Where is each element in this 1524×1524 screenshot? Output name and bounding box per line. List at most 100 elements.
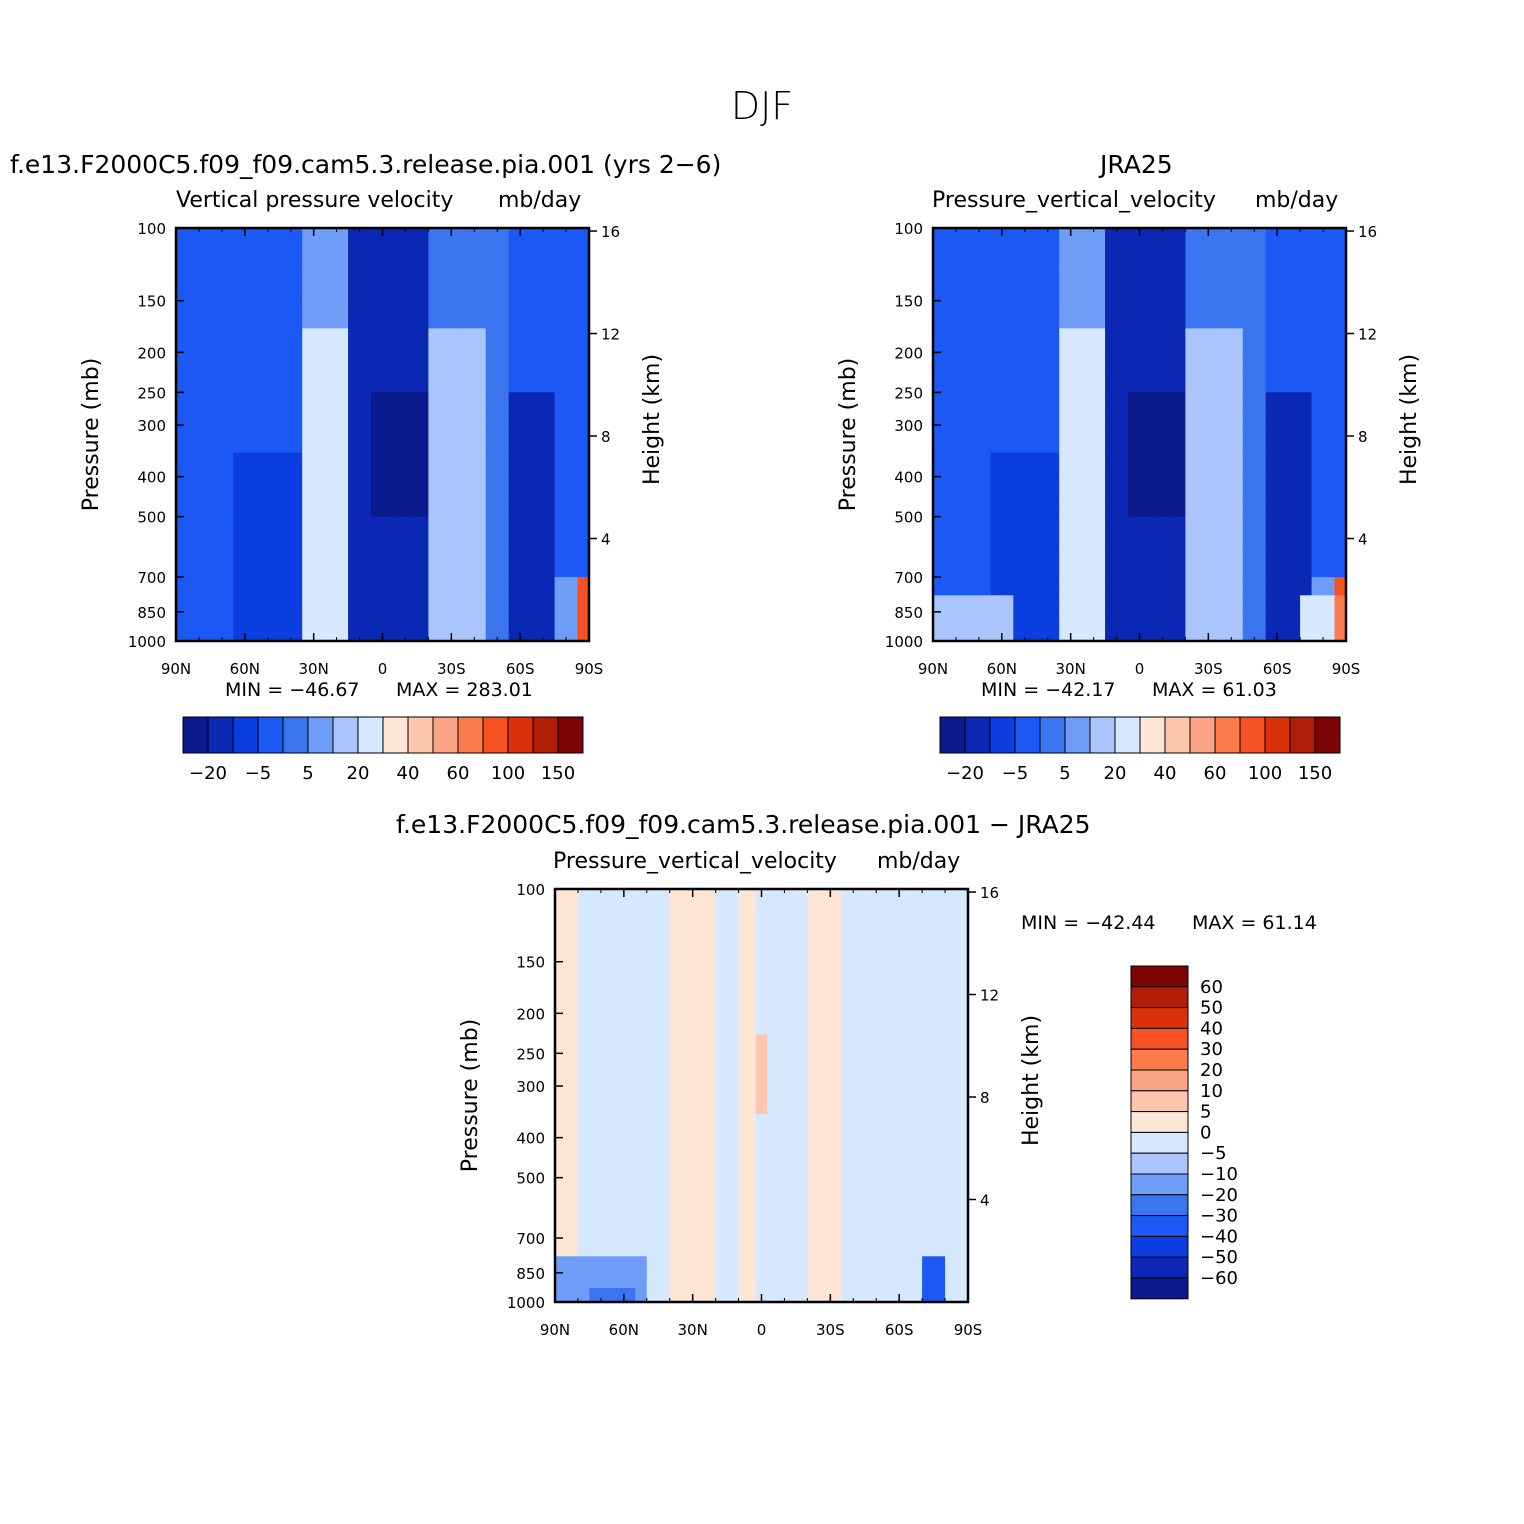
contour-cell: [956, 989, 963, 1014]
contour-cell: [881, 1256, 889, 1274]
contour-cell: [307, 476, 315, 499]
contour-cell: [468, 516, 475, 550]
contour-cell: [284, 497, 292, 518]
contour-cell: [405, 300, 412, 329]
contour-cell: [1277, 228, 1284, 269]
contour-cell: [1076, 409, 1083, 426]
contour-cell: [221, 497, 229, 518]
contour-cell: [675, 1013, 682, 1036]
contour-cell: [1311, 268, 1318, 302]
contour-cell: [342, 476, 349, 499]
contour-cell: [1007, 516, 1014, 550]
contour-cell: [950, 409, 957, 426]
contour-cell: [1156, 516, 1164, 550]
contour-cell: [962, 1158, 969, 1179]
contour-cell: [531, 352, 538, 375]
contour-cell: [686, 1256, 694, 1274]
contour-cell: [543, 352, 550, 375]
contour-cell: [290, 228, 298, 269]
contour-cell: [1208, 452, 1215, 478]
contour-cell: [652, 1034, 659, 1054]
contour-cell: [439, 228, 447, 269]
contour-cell: [376, 228, 384, 269]
x-tick-label: 30S: [437, 660, 466, 678]
contour-cell: [583, 1272, 591, 1289]
contour-cell: [1013, 452, 1020, 478]
contour-cell: [365, 392, 372, 411]
contour-cell: [1076, 595, 1083, 613]
contour-cell: [767, 1272, 774, 1289]
contour-cell: [1179, 328, 1186, 353]
contour-cell: [715, 1272, 722, 1289]
contour-cell: [606, 1053, 613, 1072]
contour-cell: [307, 595, 315, 613]
contour-cell: [514, 373, 521, 393]
contour-cell: [554, 577, 561, 596]
contour-cell: [807, 1034, 814, 1054]
contour-cell: [554, 352, 561, 375]
contour-cell: [738, 1086, 745, 1115]
contour-cell: [950, 1272, 958, 1289]
contour-cell: [962, 1113, 969, 1139]
contour-cell: [451, 373, 458, 393]
contour-cell: [566, 328, 573, 353]
contour-cell: [715, 1053, 722, 1072]
contour-cell: [262, 476, 269, 499]
contour-cell: [1219, 611, 1227, 628]
panel3-min: MIN = −42.44: [1021, 912, 1156, 934]
x-tick-label: 30N: [678, 1321, 708, 1339]
contour-cell: [216, 352, 223, 375]
contour-cell: [474, 611, 481, 628]
contour-cell: [1317, 373, 1324, 393]
contour-cell: [910, 1272, 917, 1289]
contour-cell: [336, 595, 343, 613]
contour-cell: [571, 476, 579, 499]
contour-cell: [439, 352, 447, 375]
contour-cell: [589, 1013, 596, 1036]
contour-cell: [1156, 425, 1164, 454]
contour-cell: [485, 392, 493, 411]
contour-cell: [416, 549, 424, 578]
contour-cell: [1162, 595, 1169, 613]
contour-cell: [938, 611, 946, 628]
contour-cell: [548, 300, 556, 329]
contour-cell: [927, 929, 935, 963]
contour-cell: [950, 1158, 958, 1179]
contour-cell: [256, 373, 263, 393]
contour-cell: [514, 328, 521, 353]
contour-cell: [916, 1086, 923, 1115]
contour-cell: [623, 1053, 631, 1072]
colorbar-label: −5: [245, 763, 272, 784]
contour-cell: [836, 1086, 843, 1115]
contour-cell: [1334, 476, 1341, 499]
contour-cell: [1093, 549, 1100, 578]
contour-cell: [841, 1288, 849, 1303]
contour-cell: [881, 1113, 889, 1139]
contour-cell: [876, 989, 883, 1014]
contour-cell: [778, 1053, 786, 1072]
contour-cell: [577, 352, 584, 375]
contour-cell: [457, 409, 464, 426]
contour-cell: [439, 373, 447, 393]
contour-cell: [1196, 425, 1204, 454]
contour-cell: [646, 1256, 654, 1274]
contour-cell: [262, 228, 269, 269]
contour-cell: [1110, 611, 1118, 628]
contour-cell: [795, 929, 803, 963]
contour-cell: [663, 1053, 671, 1072]
contour-cell: [359, 392, 366, 411]
contour-cell: [537, 627, 544, 642]
contour-cell: [606, 1210, 613, 1239]
contour-cell: [1168, 373, 1175, 393]
contour-cell: [416, 373, 424, 393]
contour-cell: [870, 1013, 877, 1036]
contour-cell: [376, 549, 384, 578]
contour-cell: [681, 1158, 688, 1179]
contour-cell: [916, 1053, 923, 1072]
contour-cell: [990, 497, 997, 518]
colorbar-label: −20: [1200, 1185, 1238, 1206]
contour-cell: [704, 1070, 711, 1087]
contour-cell: [933, 1137, 940, 1160]
contour-cell: [1093, 373, 1100, 393]
contour-cell: [1162, 497, 1169, 518]
